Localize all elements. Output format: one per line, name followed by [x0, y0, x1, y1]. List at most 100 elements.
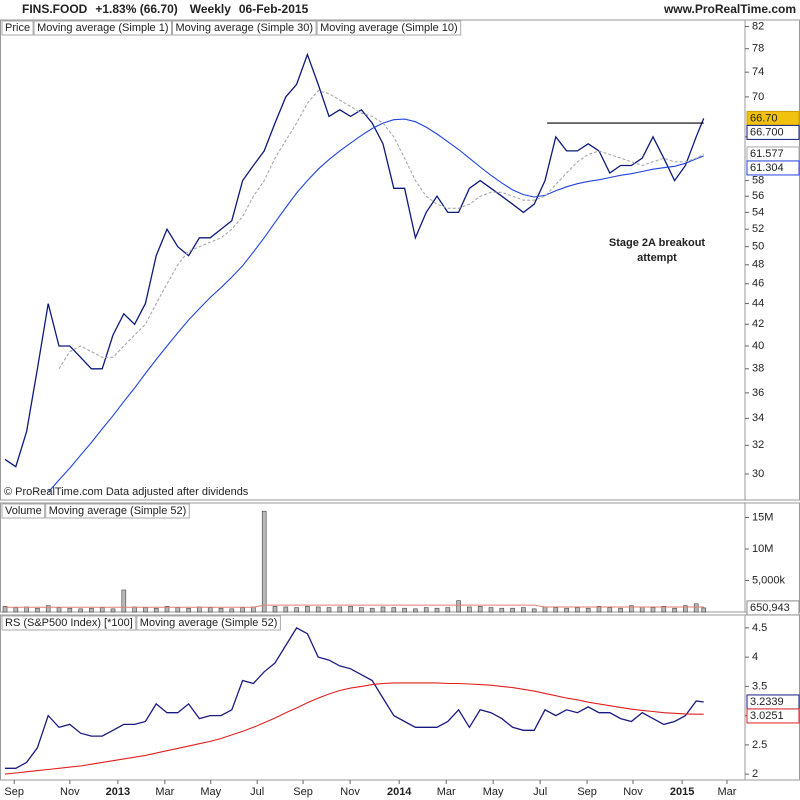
volume-bar: [531, 608, 537, 613]
legend-label: RS (S&P500 Index) [*100]: [5, 617, 133, 629]
volume-bar: [639, 606, 645, 613]
y-tick-label: 5,000k: [752, 574, 786, 586]
series-line: [4, 52, 705, 468]
volume-bar: [650, 607, 656, 613]
volume-bar: [175, 607, 181, 613]
volume-bar: [477, 606, 483, 613]
legend-box: [172, 20, 317, 36]
series-line: [5, 627, 704, 769]
x-tick-label: Jul: [533, 786, 547, 798]
volume-bar: [585, 607, 591, 613]
volume-bar: [2, 606, 8, 613]
volume-bar: [240, 607, 245, 613]
legend-label: Moving average (Simple 52): [49, 505, 187, 517]
x-tick-label: May: [483, 786, 504, 798]
volume-bar: [445, 607, 451, 613]
x-tick-label: 2013: [106, 786, 130, 798]
volume-bar: [510, 607, 515, 613]
x-tick-label: Nov: [623, 786, 643, 798]
volume-bar: [56, 607, 62, 613]
y-tick-label: 78: [752, 43, 764, 55]
y-tick-label: 70: [752, 91, 764, 103]
volume-bar: [391, 607, 397, 613]
last-value-label: 3.2339: [750, 696, 784, 708]
volume-bar: [456, 600, 461, 613]
volume-bar: [35, 607, 40, 613]
legend-box: [1, 503, 46, 519]
y-tick-label: 58: [752, 175, 764, 187]
volume-bar: [701, 607, 707, 613]
volume-bar: [542, 606, 548, 613]
annotation: attempt: [637, 252, 677, 264]
volume-bar: [521, 607, 526, 613]
y-tick-label: 56: [752, 190, 764, 202]
volume-bar: [67, 607, 73, 613]
volume-bar: [413, 608, 418, 613]
volume-bar: [683, 605, 688, 613]
volume-bar: [629, 605, 634, 613]
volume-bar: [607, 607, 613, 613]
y-tick-label: 3.5: [752, 680, 767, 692]
volume-bar: [359, 607, 364, 613]
volume-bar: [488, 607, 494, 613]
x-tick-label: Mar: [717, 786, 736, 798]
y-tick-label: 2: [752, 768, 758, 780]
symbol: FINS.FOOD: [22, 2, 88, 16]
volume-bar: [218, 607, 224, 613]
legend-label: Price: [5, 22, 30, 34]
last-value-label: 3.0251: [750, 710, 784, 722]
legend-box: [1, 20, 34, 36]
volume-bar: [186, 607, 191, 613]
x-tick-label: Jul: [250, 786, 264, 798]
y-tick-label: 30: [752, 468, 764, 480]
y-tick-label: 2.5: [752, 739, 767, 751]
date: 06-Feb-2015: [239, 2, 309, 16]
x-tick-label: May: [200, 786, 221, 798]
change: +1.83% (66.70): [95, 2, 177, 16]
volume-bar: [78, 608, 83, 613]
chart-header: FINS.FOOD +1.83% (66.70) Weekly 06-Feb-2015: [22, 2, 309, 16]
volume-bar: [45, 605, 51, 613]
y-tick-label: 10M: [752, 543, 773, 555]
x-tick-label: 2014: [387, 786, 412, 798]
y-tick-label: 32: [752, 439, 764, 451]
volume-bar: [380, 606, 386, 613]
x-tick-label: Sep: [293, 786, 313, 798]
legend-label: Moving average (Simple 52): [140, 617, 278, 629]
y-tick-label: 74: [752, 66, 764, 78]
y-tick-label: 34: [752, 412, 764, 424]
volume-bar: [618, 607, 623, 613]
volume-bar: [89, 607, 94, 613]
volume-bar: [283, 606, 289, 613]
y-tick-label: 82: [752, 20, 764, 32]
last-value-label: 61.304: [750, 162, 784, 174]
last-value-label: 650,943: [750, 602, 790, 614]
volume-bar: [337, 606, 343, 613]
volume-bar: [261, 510, 267, 613]
legend-box: [316, 20, 462, 36]
volume-bar: [672, 607, 677, 613]
series-line: [4, 682, 704, 775]
volume-bar: [596, 606, 602, 613]
volume-bar: [423, 607, 429, 613]
legend-label: Volume: [5, 505, 42, 517]
legend-label: Moving average (Simple 1): [37, 22, 168, 34]
last-value-box: [746, 160, 800, 176]
y-tick-label: 52: [752, 223, 764, 235]
volume-bar: [434, 607, 440, 613]
volume-bar: [229, 608, 235, 613]
legend-box: [33, 20, 173, 36]
volume-bar: [467, 606, 472, 613]
volume-bar: [164, 606, 170, 613]
legend-label: Moving average (Simple 30): [176, 22, 314, 34]
site: www.ProRealTime.com: [663, 2, 796, 16]
series-line: [58, 89, 704, 370]
period: Weekly: [190, 2, 231, 16]
y-tick-label: 38: [752, 363, 764, 375]
volume-bar: [693, 603, 699, 613]
y-tick-label: 46: [752, 278, 764, 290]
x-tick-label: Mar: [155, 786, 174, 798]
